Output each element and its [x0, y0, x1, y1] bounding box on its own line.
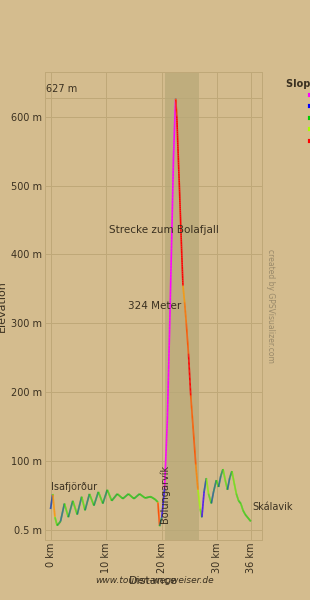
X-axis label: Distance: Distance: [129, 576, 178, 586]
Text: www.touren-wegweiser.de: www.touren-wegweiser.de: [96, 576, 214, 585]
Text: Bolungarvík: Bolungarvík: [160, 464, 170, 523]
Text: created by GPSVisualizer.com: created by GPSVisualizer.com: [266, 249, 275, 363]
Text: Strecke zum Bolafjall: Strecke zum Bolafjall: [109, 225, 219, 235]
Text: 627 m: 627 m: [46, 84, 77, 94]
Text: 324 Meter: 324 Meter: [128, 301, 182, 311]
Y-axis label: Elevation: Elevation: [0, 280, 7, 332]
Bar: [165, 72, 199, 540]
Legend: 15.0, 7.5, 0.0, -7.5, -15.0: 15.0, 7.5, 0.0, -7.5, -15.0: [284, 77, 310, 148]
Text: Isafjörður: Isafjörður: [51, 482, 97, 492]
Text: Skálavik: Skálavik: [252, 502, 292, 512]
